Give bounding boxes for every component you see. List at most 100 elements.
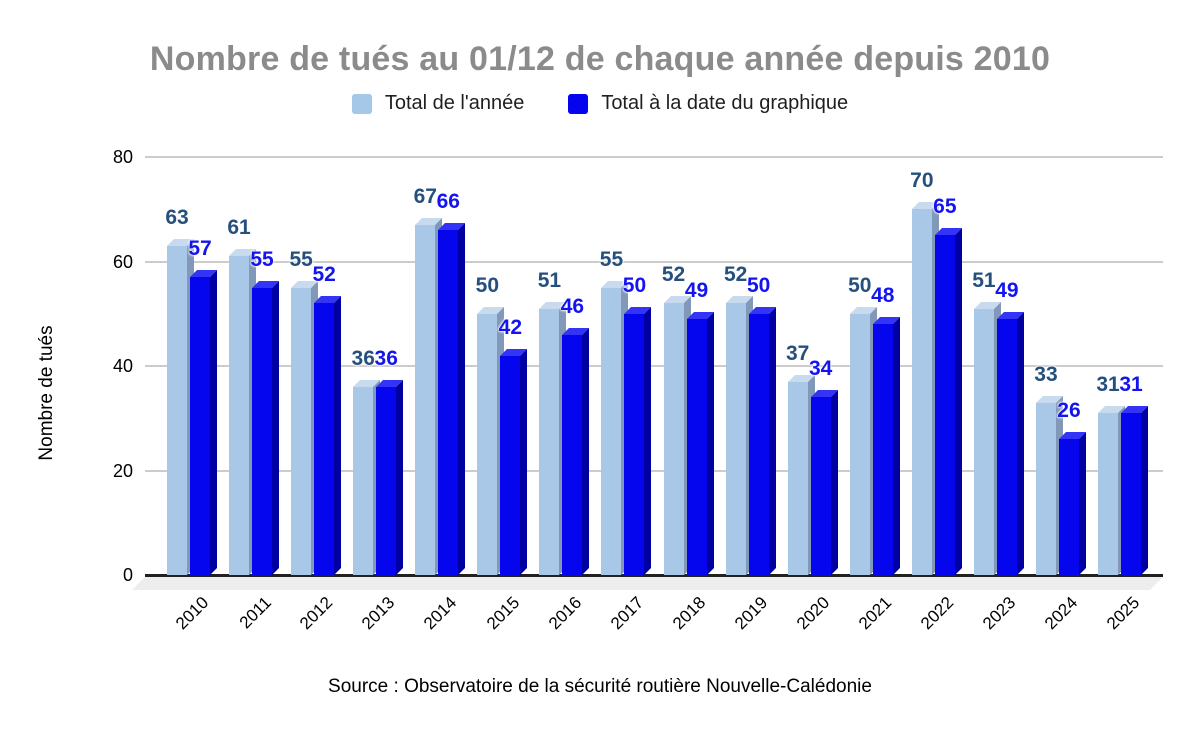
bar-total-date-2013 [376,386,397,575]
x-axis-label-2016: 2016 [544,593,585,634]
bar-total-date-2022 [934,235,955,575]
bar-total-date-2020 [810,397,831,575]
value-label-total-date-2019: 50 [746,273,771,297]
x-axis-label-2014: 2014 [420,593,461,634]
bar-total-annee-2022 [911,209,932,575]
bar-side-total-date-2019 [768,306,776,575]
bar-side-total-date-2024 [1078,432,1086,575]
bar-total-date-2018 [686,318,707,575]
value-label-total-annee-2015: 50 [475,273,500,297]
chart-title: Nombre de tués au 01/12 de chaque année … [149,40,1051,78]
bar-total-date-2023 [996,318,1017,575]
value-label-total-date-2025: 31 [1119,373,1143,397]
bar-total-date-2010 [190,277,210,575]
legend-swatch-total-date [568,93,589,114]
value-label-total-date-2016: 46 [560,294,585,318]
value-label-total-annee-2011: 61 [227,216,251,240]
x-axis-label-2021: 2021 [855,593,896,634]
bar-total-annee-2023 [973,308,994,575]
value-label-total-annee-2018: 52 [661,263,686,287]
bar-total-annee-2016 [539,308,560,575]
bar-total-date-2014 [438,230,459,575]
value-label-total-date-2023: 49 [995,278,1019,302]
x-axis-label-2010: 2010 [172,593,213,634]
x-axis-label-2012: 2012 [296,593,337,634]
value-label-total-annee-2019: 52 [723,263,748,287]
legend-item-total-annee: Total de l'année [351,92,525,115]
bar-side-total-date-2013 [396,379,404,575]
bar-total-annee-2018 [663,303,684,575]
gridline [145,469,1163,472]
gridline [145,156,1163,158]
bar-side-total-date-2022 [954,228,962,575]
value-label-total-annee-2017: 55 [599,247,624,271]
legend: Total de l'année Total à la date du grap… [0,92,1200,115]
bar-side-total-date-2014 [458,223,466,575]
value-label-total-annee-2014: 67 [413,184,437,208]
x-axis-label-2023: 2023 [979,593,1020,634]
y-tick-label: 80 [112,147,133,167]
bar-side-total-date-2016 [582,327,590,575]
bar-total-annee-2012 [291,287,312,575]
x-axis-label-2017: 2017 [606,593,647,634]
y-tick-label: 40 [112,356,133,376]
bar-total-annee-2017 [601,287,622,575]
y-tick-label: 0 [122,565,133,585]
x-axis-label-2025: 2025 [1103,593,1144,634]
gridline [145,365,1163,367]
bar-total-date-2024 [1058,439,1079,575]
value-label-total-annee-2010: 63 [165,205,189,229]
bar-total-date-2012 [314,303,335,575]
x-axis-label-2013: 2013 [358,593,399,634]
value-label-total-date-2013: 36 [374,346,398,370]
y-tick-label: 20 [112,460,133,481]
bar-side-total-date-2020 [830,390,838,575]
chart-floor-shadow [132,577,1163,590]
value-label-total-annee-2020: 37 [786,341,810,365]
bar-side-total-date-2023 [1016,311,1024,575]
value-label-total-date-2017: 50 [622,273,647,297]
y-tick-label: 60 [112,251,133,272]
bar-side-total-date-2012 [334,296,342,575]
bar-side-total-date-2021 [892,317,900,575]
bar-side-total-date-2010 [210,270,217,575]
value-label-total-date-2021: 48 [871,284,895,308]
bar-total-date-2019 [748,313,769,575]
x-axis-label-2022: 2022 [917,593,958,634]
legend-label-total-annee: Total de l'année [384,92,525,114]
bar-total-annee-2013 [353,386,374,575]
value-label-total-annee-2022: 70 [910,169,934,193]
bar-total-date-2011 [252,287,273,575]
bar-side-total-date-2018 [706,311,714,575]
bar-side-total-date-2011 [272,280,280,575]
bar-total-annee-2025 [1098,413,1119,575]
value-label-total-annee-2023: 51 [972,268,996,292]
value-label-total-date-2018: 49 [684,278,709,302]
value-label-total-date-2015: 42 [498,315,523,339]
bar-total-annee-2024 [1035,402,1056,575]
value-label-total-date-2024: 26 [1057,399,1081,423]
gridline [145,260,1163,263]
source-note: Source : Observatoire de la sécurité rou… [328,676,872,697]
value-label-total-date-2014: 66 [436,190,460,214]
bar-side-total-date-2017 [644,306,652,575]
bar-side-total-date-2015 [520,348,528,575]
x-axis-label-2011: 2011 [235,593,275,633]
value-label-total-date-2010: 57 [188,237,212,261]
x-axis-baseline [145,573,1163,577]
value-label-total-annee-2021: 50 [848,273,872,297]
bar-total-date-2016 [562,334,583,575]
legend-swatch-total-annee [351,93,372,114]
bar-total-date-2021 [872,324,893,575]
value-label-total-date-2012: 52 [312,263,336,287]
value-label-total-date-2022: 65 [933,195,957,219]
x-axis-label-2018: 2018 [668,593,709,634]
bar-total-annee-2015 [477,313,498,575]
bar-total-annee-2020 [787,381,808,575]
bar-total-annee-2010 [167,245,187,575]
value-label-total-annee-2025: 31 [1096,373,1120,397]
x-axis-label-2024: 2024 [1041,593,1082,634]
bar-total-annee-2011 [229,256,250,575]
